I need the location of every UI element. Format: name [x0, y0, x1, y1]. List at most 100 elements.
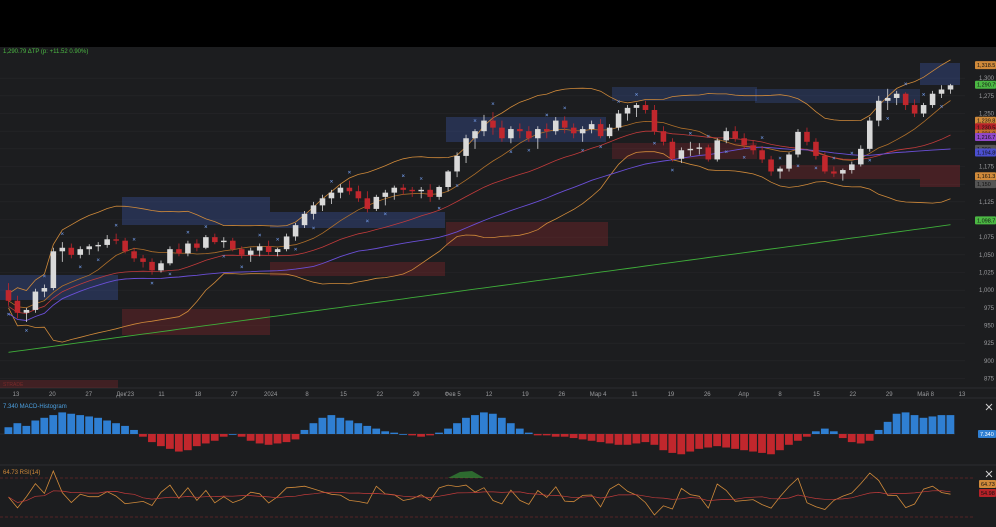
candle [176, 243, 182, 257]
candle [849, 161, 855, 174]
macd-bar [856, 434, 865, 444]
rsi-tag-text: 54.98 [981, 491, 995, 497]
macd-bar [291, 434, 300, 440]
candle [274, 247, 281, 257]
date-label: 13 [959, 392, 966, 398]
candle [858, 145, 864, 167]
candle [364, 191, 371, 213]
candle [517, 123, 523, 139]
date-label: 29 [413, 392, 420, 398]
macd-bar [569, 434, 578, 439]
sar-mark [868, 158, 872, 162]
date-axis[interactable]: 13 20 27 Дек'23 11 18 27 2024 8 15 22 29 Фев 5 12 19 26… [13, 391, 966, 398]
zone-box [0, 275, 118, 300]
macd-bar [264, 434, 273, 445]
price-scale-label: 1,075 [979, 235, 995, 241]
sar-mark [563, 106, 567, 110]
macd-tag: 7.340 [978, 430, 996, 438]
candle [149, 258, 155, 275]
candle [283, 233, 290, 252]
date-label: 27 [85, 392, 92, 398]
macd-bar [650, 434, 659, 445]
candle [947, 83, 954, 94]
price-tag-text: 1,216.7 [977, 135, 995, 141]
candle [714, 138, 721, 162]
date-label: Апр [738, 392, 749, 398]
date-label: 20 [49, 392, 56, 398]
sar-mark [796, 164, 800, 168]
macd-bar [435, 432, 443, 434]
sar-mark [527, 148, 531, 152]
macd-bar [372, 428, 381, 434]
sar-mark [491, 102, 495, 106]
price-legend: 1,290.79 ΔTP (p: +11.52 0.90%) [3, 49, 88, 55]
candle [660, 126, 667, 146]
sar-mark [7, 312, 10, 316]
macd-bar [4, 427, 13, 434]
macd-bar [201, 434, 210, 444]
close-icon[interactable] [985, 403, 993, 411]
macd-bar [31, 420, 40, 434]
sar-mark [168, 272, 172, 276]
macd-bar [300, 429, 309, 434]
macd-bar [103, 420, 111, 434]
date-label: 12 [486, 392, 493, 398]
sar-mark [276, 237, 280, 241]
price-tag-text: 1,318.5 [977, 63, 995, 69]
candle [597, 119, 604, 139]
price-tag-text: 1,239.8 [977, 119, 995, 125]
macd-bar [165, 434, 174, 449]
macd-bar [596, 434, 605, 443]
rsi-tag: 54.98 [979, 489, 996, 497]
sar-mark [617, 100, 620, 103]
candle [104, 235, 110, 248]
price-tag: 1,194.85 [975, 148, 996, 157]
candle [902, 92, 909, 110]
macd-histogram: 7.340 [0, 412, 996, 455]
macd-bar [740, 434, 748, 451]
macd-bar [578, 434, 587, 440]
sar-mark [312, 226, 315, 230]
macd-bar [49, 415, 58, 434]
price-scale-label: 1,250 [979, 112, 995, 118]
macd-bar [946, 415, 955, 434]
sar-mark [347, 170, 351, 174]
sar-mark [509, 150, 513, 154]
macd-bar [506, 423, 515, 434]
price-tag-text: 1,194.85 [977, 150, 996, 156]
macd-bar [67, 413, 76, 434]
price-scale-label: 925 [984, 341, 995, 347]
sar-mark [114, 223, 118, 227]
candle [884, 88, 891, 110]
candle [938, 85, 945, 98]
price-scale[interactable]: 1,3001,2751,2501,2251,2001,1751,1501,125… [975, 61, 996, 382]
candle [454, 152, 460, 178]
date-label: 19 [668, 392, 675, 398]
macd-bar [695, 434, 704, 449]
candle [185, 240, 191, 257]
candle [32, 288, 39, 313]
sar-mark [778, 156, 782, 160]
date-label: 15 [340, 392, 347, 398]
rsi-ma [8, 490, 951, 503]
date-label: Май 8 [917, 391, 934, 398]
candle [167, 246, 173, 266]
macd-bar [318, 417, 327, 434]
macd-bar [40, 417, 49, 434]
chart-area[interactable]: 1,3001,2751,2501,2251,2001,1751,1501,125… [0, 47, 996, 527]
macd-bar [139, 434, 147, 437]
macd-bar [533, 434, 542, 436]
candle [319, 194, 326, 212]
macd-bar [471, 415, 479, 434]
price-scale-label: 900 [984, 359, 995, 365]
candle [624, 105, 631, 121]
date-label: 8 [305, 392, 309, 398]
macd-bar [76, 415, 85, 434]
close-icon[interactable] [985, 470, 993, 478]
macd-bar [722, 434, 731, 448]
sar-mark [240, 265, 244, 269]
price-tag: 1,216.7 [975, 133, 996, 142]
candle [481, 114, 487, 137]
macd-bar [524, 432, 533, 434]
chart-svg[interactable]: 1,3001,2751,2501,2251,2001,1751,1501,125… [0, 47, 996, 527]
